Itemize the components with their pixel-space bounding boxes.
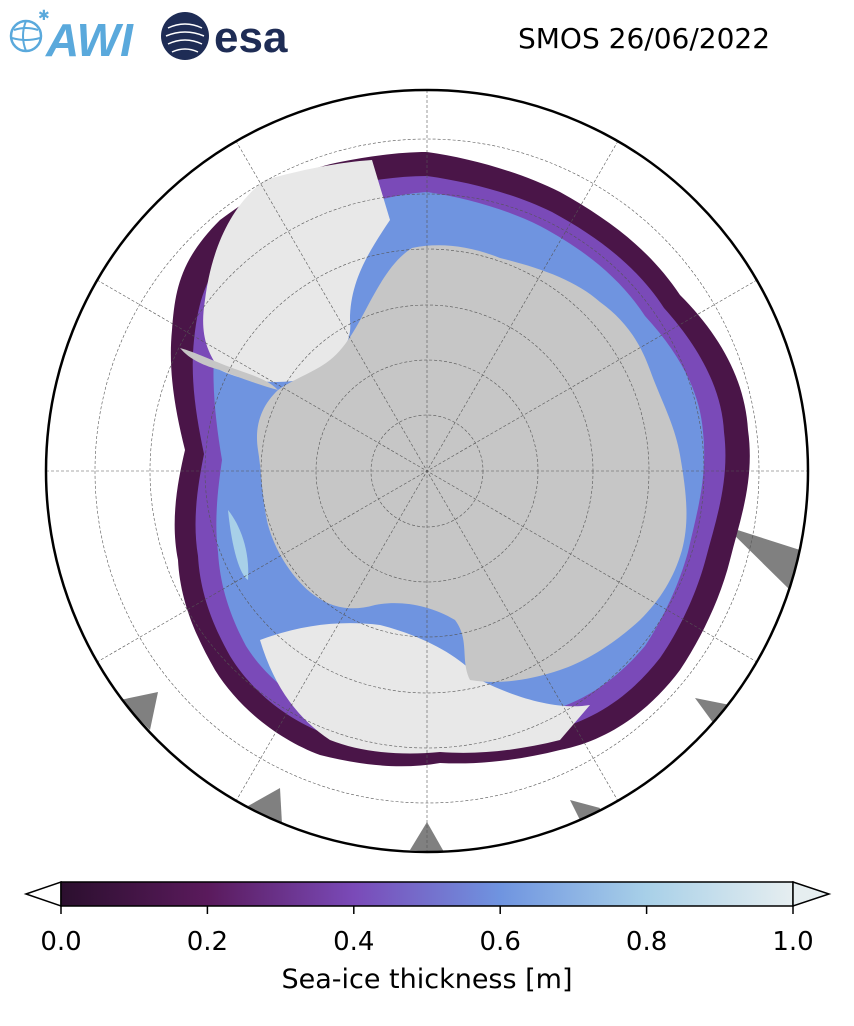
awi-logo: ✱ AWI <box>9 8 134 66</box>
map-title: SMOS 26/06/2022 <box>518 22 771 55</box>
awi-star-icon: ✱ <box>38 8 50 24</box>
logos: ✱ AWI esa <box>0 0 320 70</box>
awi-globe-icon <box>9 19 43 53</box>
colorbar-tick-label: 0.6 <box>480 927 521 957</box>
awi-logo-text: AWI <box>45 14 134 66</box>
colorbar-tick-label: 1.0 <box>772 927 813 957</box>
graticule <box>46 90 808 852</box>
esa-logo: esa <box>161 12 288 62</box>
sea-ice-thick <box>260 623 590 754</box>
colorbar-extend-high <box>792 880 832 908</box>
colorbar-label: Sea-ice thickness [m] <box>281 964 573 995</box>
antarctica-land <box>256 245 687 682</box>
colorbar-tick-label: 0.4 <box>333 927 374 957</box>
sea-ice-light <box>228 510 249 580</box>
map-boundary <box>44 88 810 854</box>
sea-ice-map <box>44 88 810 854</box>
colorbar-tick-label: 0.8 <box>626 927 667 957</box>
colorbar-gradient <box>60 881 794 907</box>
colorbar-tick-label: 0.2 <box>187 927 228 957</box>
missing-data-area <box>120 692 158 730</box>
colorbar-extend-low <box>23 880 62 908</box>
colorbar-tick-label: 0.0 <box>40 927 81 957</box>
esa-logo-text: esa <box>214 13 288 62</box>
esa-emblem-icon <box>161 12 209 60</box>
missing-data-area <box>725 526 800 592</box>
antarctic-peninsula <box>180 348 278 390</box>
colorbar: 0.0 0.2 0.4 0.6 0.8 1.0 <box>23 880 832 957</box>
missing-data-area <box>248 788 282 824</box>
sea-ice-thick <box>203 160 390 382</box>
